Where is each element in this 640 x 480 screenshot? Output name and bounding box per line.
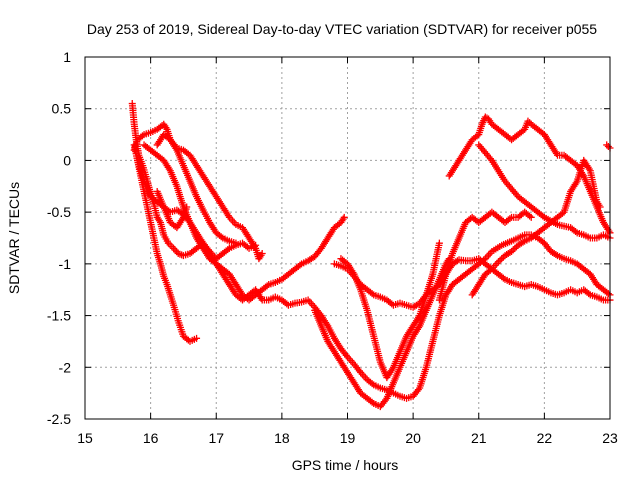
x-tick-label: 21	[471, 430, 487, 446]
data-point	[486, 266, 494, 274]
series-s11	[445, 113, 614, 237]
data-point	[168, 243, 176, 251]
y-tick-label: -0.5	[47, 204, 71, 220]
x-tick-label: 20	[405, 430, 421, 446]
data-point	[382, 396, 390, 404]
data-point	[414, 386, 422, 394]
y-tick-label: 0	[63, 152, 71, 168]
series-s14	[468, 156, 604, 299]
data-point	[368, 290, 376, 298]
x-tick-label: 22	[537, 430, 553, 446]
x-tick-label: 16	[143, 430, 159, 446]
x-axis-title: GPS time / hours	[292, 457, 399, 473]
data-point	[552, 251, 560, 259]
data-point	[508, 247, 516, 255]
x-tick-label: 17	[208, 430, 224, 446]
y-tick-label: -1.5	[47, 308, 71, 324]
data-point	[224, 246, 232, 254]
data-point	[453, 257, 461, 265]
x-axis-ticks: 15 16 17 18 19 20 21 22 23	[77, 57, 618, 446]
grid	[85, 57, 610, 419]
y-axis-title: SDTVAR / TECUs	[6, 182, 22, 294]
data-point	[263, 282, 271, 290]
series-s6	[153, 131, 240, 247]
series-s5	[140, 141, 348, 304]
data-point	[519, 238, 527, 246]
data-point	[526, 212, 534, 220]
data-point	[506, 215, 514, 223]
data-point	[258, 250, 266, 258]
y-axis-ticks: -2.5 -2 -1.5 -1 -0.5 0 0.5 1	[47, 49, 610, 427]
data-point	[435, 239, 443, 247]
data-point	[498, 255, 506, 263]
data-point	[296, 261, 304, 269]
y-tick-label: -1	[59, 256, 72, 272]
y-tick-label: 0.5	[52, 101, 72, 117]
series-s7	[153, 187, 191, 232]
data-point	[232, 239, 240, 247]
data-point	[368, 380, 376, 388]
data-point	[252, 241, 260, 249]
y-tick-label: -2	[59, 359, 72, 375]
series-s1	[128, 100, 614, 402]
data-point	[604, 142, 612, 150]
x-tick-label: 15	[77, 430, 93, 446]
data-point	[524, 117, 532, 125]
x-tick-label: 19	[340, 430, 356, 446]
series-s9	[337, 239, 443, 382]
x-tick-label: 23	[602, 430, 618, 446]
data-point	[511, 244, 519, 252]
data-point	[596, 203, 604, 211]
data-points	[128, 100, 614, 411]
data-point	[193, 334, 201, 342]
data-point	[603, 141, 611, 149]
data-point	[368, 398, 376, 406]
chart-title: Day 253 of 2019, Sidereal Day-to-day VTE…	[87, 21, 597, 37]
series-s12	[435, 208, 535, 304]
series-s3	[130, 120, 266, 263]
data-point	[217, 233, 225, 241]
y-tick-label: 1	[63, 49, 71, 65]
data-point	[539, 212, 547, 220]
data-point	[572, 228, 580, 236]
data-point	[496, 256, 504, 264]
data-point	[183, 203, 191, 211]
data-point	[340, 213, 348, 221]
data-point	[494, 258, 502, 266]
data-point	[527, 213, 535, 221]
data-point	[138, 132, 146, 140]
data-point	[585, 290, 593, 298]
x-tick-label: 18	[274, 430, 290, 446]
series-s15	[603, 141, 614, 152]
data-point	[604, 290, 612, 298]
y-tick-label: -2.5	[47, 411, 71, 427]
series-s2	[130, 141, 201, 345]
data-point	[499, 274, 507, 282]
data-point	[509, 246, 517, 254]
